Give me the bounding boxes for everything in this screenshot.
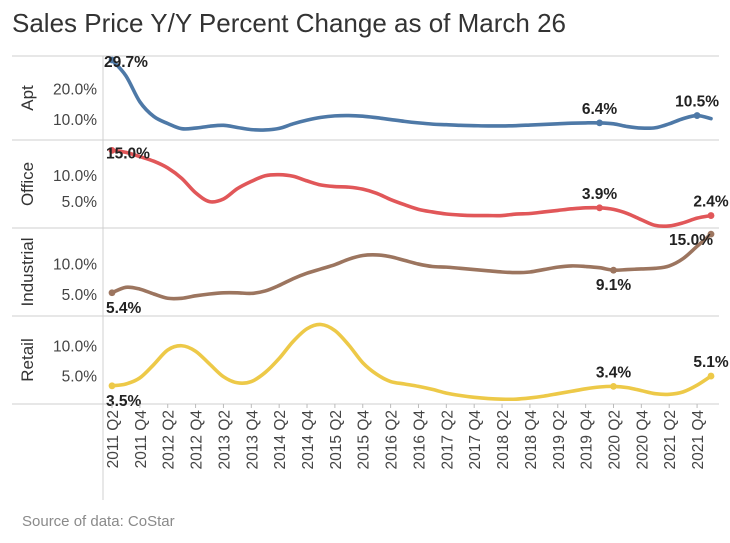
x-tick-label: 2015 Q4 <box>356 410 373 470</box>
x-tick-label: 2013 Q2 <box>216 410 233 469</box>
data-point-industrial <box>610 266 617 274</box>
x-tick-label: 2021 Q4 <box>690 410 707 470</box>
data-label-office: 3.9% <box>582 186 618 203</box>
data-point-office <box>707 212 715 219</box>
data-label-industrial: 9.1% <box>596 277 632 294</box>
data-point-apt <box>693 112 701 119</box>
data-label-retail: 5.1% <box>693 354 729 371</box>
series-line-apt <box>110 58 713 132</box>
data-point-retail <box>610 383 617 390</box>
y-tick-label-apt: 10.0% <box>53 112 97 129</box>
y-tick-label-industrial: 10.0% <box>53 257 97 274</box>
x-tick-label: 2020 Q2 <box>606 410 623 469</box>
x-tick-label: 2019 Q2 <box>551 410 568 469</box>
series-line-office <box>110 148 713 229</box>
x-tick-label: 2016 Q2 <box>384 410 401 469</box>
x-tick-label: 2019 Q4 <box>579 410 596 470</box>
x-tick-label: 2017 Q4 <box>467 410 484 470</box>
y-tick-label-retail: 5.0% <box>62 369 98 386</box>
data-point-retail <box>707 372 715 380</box>
data-label-retail: 3.4% <box>596 364 632 381</box>
x-tick-label: 2011 Q2 <box>105 410 122 468</box>
data-label-office: 2.4% <box>693 194 729 211</box>
x-tick-label: 2013 Q4 <box>244 410 261 470</box>
data-label-retail: 3.5% <box>106 393 142 410</box>
x-tick-label: 2016 Q4 <box>411 410 428 470</box>
x-tick-label: 2014 Q4 <box>300 410 317 470</box>
data-label-industrial: 15.0% <box>669 232 713 249</box>
x-tick-label: 2012 Q4 <box>189 410 206 470</box>
x-tick-label: 2014 Q2 <box>272 410 289 469</box>
chart-title: Sales Price Y/Y Percent Change as of Mar… <box>12 8 567 38</box>
data-label-apt: 10.5% <box>675 94 719 111</box>
series-line-retail <box>110 322 713 402</box>
panel-label-apt: Apt <box>18 85 37 111</box>
x-tick-label: 2018 Q2 <box>495 410 512 469</box>
y-tick-label-office: 10.0% <box>53 168 97 185</box>
data-point-industrial <box>707 230 715 238</box>
panel-label-office: Office <box>18 162 37 206</box>
x-tick-label: 2012 Q2 <box>161 410 178 469</box>
y-tick-label-retail: 10.0% <box>53 338 97 355</box>
data-point-apt <box>108 56 116 64</box>
x-tick-label: 2020 Q4 <box>634 410 651 470</box>
x-tick-label: 2011 Q4 <box>133 410 150 469</box>
data-point-apt <box>596 119 603 127</box>
y-tick-label-industrial: 5.0% <box>62 287 98 304</box>
data-label-office: 15.0% <box>106 145 150 162</box>
data-point-office <box>596 204 603 212</box>
y-tick-label-apt: 20.0% <box>53 82 97 99</box>
y-tick-label-office: 5.0% <box>62 194 98 211</box>
data-point-office <box>108 146 116 154</box>
x-tick-label: 2018 Q4 <box>523 410 540 470</box>
x-tick-label: 2021 Q2 <box>662 410 679 469</box>
x-tick-label: 2017 Q2 <box>439 410 456 469</box>
source-note: Source of data: CoStar <box>22 513 175 530</box>
panel-label-industrial: Industrial <box>18 238 37 307</box>
panel-label-retail: Retail <box>18 338 37 381</box>
data-label-apt: 6.4% <box>582 101 618 118</box>
x-tick-label: 2015 Q2 <box>328 410 345 469</box>
data-point-industrial <box>108 289 116 297</box>
data-label-apt: 29.7% <box>104 54 148 71</box>
data-label-industrial: 5.4% <box>106 300 142 317</box>
data-point-retail <box>108 382 116 390</box>
